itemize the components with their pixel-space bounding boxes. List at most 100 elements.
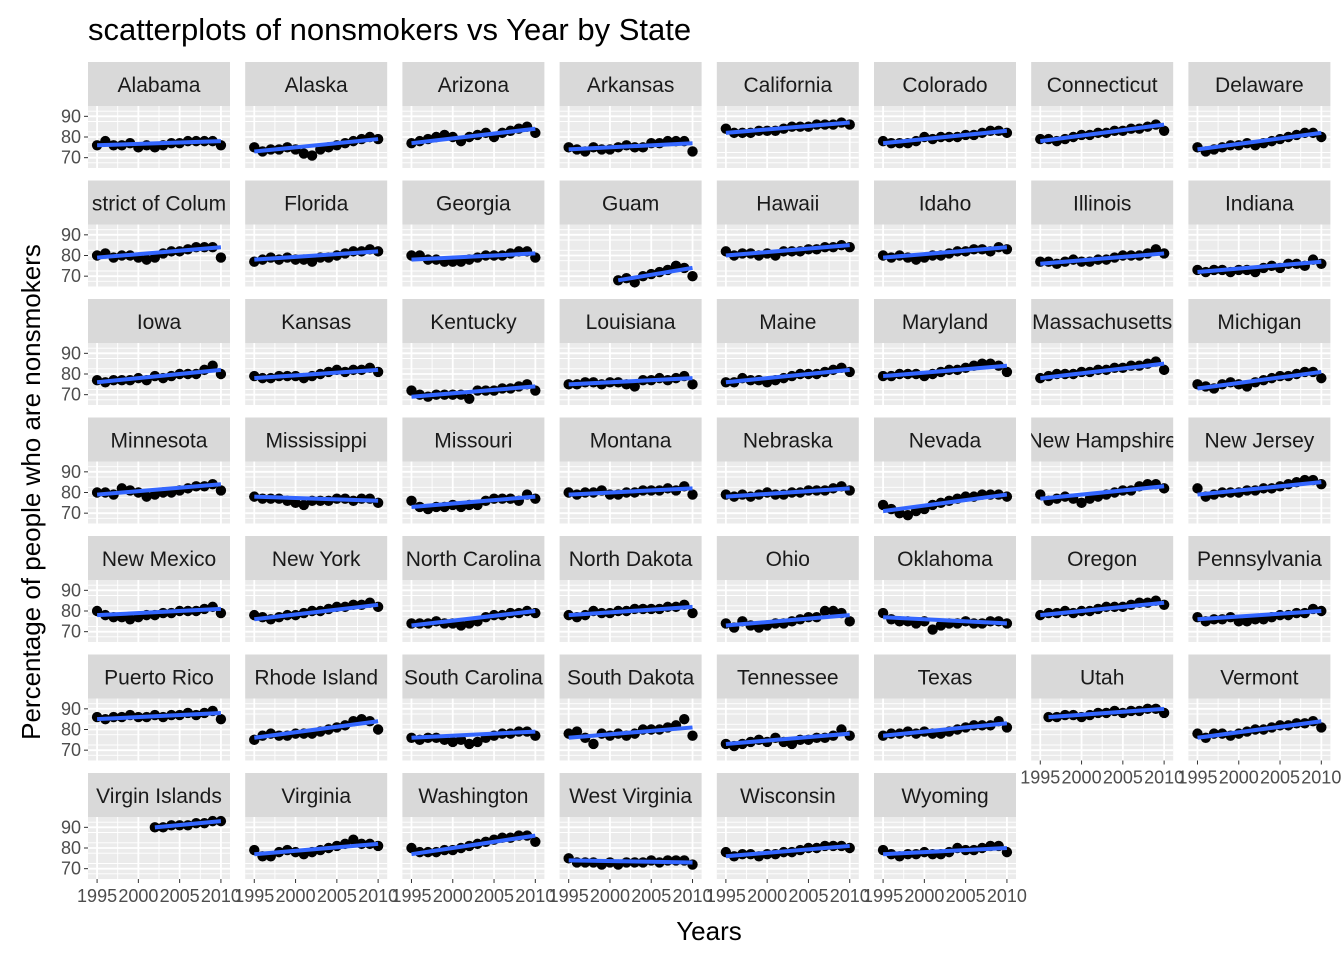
facet-label: Oregon xyxy=(1067,548,1137,571)
x-tick-label: 1995 xyxy=(234,886,274,906)
facet-panel: California xyxy=(716,62,859,168)
x-tick-label: 2005 xyxy=(160,886,200,906)
facet-strip xyxy=(716,299,859,343)
trend-line xyxy=(96,245,222,260)
facet-panel: North Dakota xyxy=(559,536,702,642)
data-point xyxy=(1158,364,1170,376)
trend-line xyxy=(568,376,693,387)
facet-label: Delaware xyxy=(1215,74,1304,97)
facet-strip xyxy=(1031,417,1174,462)
trend-line xyxy=(254,719,379,740)
x-tick-label: 2000 xyxy=(1219,768,1259,788)
trend-line xyxy=(725,843,850,859)
trend-line xyxy=(254,249,379,262)
facet-panel: Colorado xyxy=(874,62,1016,168)
data-point xyxy=(687,730,698,741)
y-tick-label: 80 xyxy=(61,601,81,621)
trend-line xyxy=(568,141,693,152)
facet-strip xyxy=(874,299,1016,343)
facet-panel: Delaware xyxy=(1188,62,1331,168)
x-tick-label: 2000 xyxy=(590,886,630,906)
data-point xyxy=(687,379,698,390)
facet-strip xyxy=(402,654,545,699)
facet-label: Maine xyxy=(759,311,816,334)
data-point xyxy=(207,360,218,371)
trend-line xyxy=(1040,361,1165,381)
facet-strip xyxy=(88,62,230,106)
facet-panel: Missouri xyxy=(402,417,545,524)
facet-strip xyxy=(245,62,388,106)
y-axis-title: Percentage of people who are nonsmokers xyxy=(16,244,46,740)
facet-panel: Alaska xyxy=(245,62,388,168)
facet-label: Indiana xyxy=(1225,193,1294,216)
facet-label: Mississippi xyxy=(265,430,367,453)
trend-line xyxy=(882,846,1008,857)
data-point xyxy=(927,624,938,635)
facet-label: South Dakota xyxy=(567,667,695,690)
facet-label: Idaho xyxy=(919,193,972,216)
data-point xyxy=(215,713,227,725)
trend-line xyxy=(254,841,379,857)
data-point xyxy=(571,726,583,737)
y-tick-label: 80 xyxy=(61,127,81,147)
x-tick-label: 2005 xyxy=(317,886,357,906)
facet-label: Montana xyxy=(590,430,672,453)
data-point xyxy=(406,842,417,854)
trend-line xyxy=(617,265,693,283)
facet-strip xyxy=(88,299,230,343)
trend-line xyxy=(411,494,536,509)
y-tick-label: 80 xyxy=(61,720,81,740)
x-tick-label: 1995 xyxy=(1177,768,1217,788)
y-tick-label: 80 xyxy=(61,483,81,503)
facet-panel: Ohio xyxy=(716,536,859,642)
data-point xyxy=(464,738,475,750)
trend-line xyxy=(411,251,536,262)
facet-label: Ohio xyxy=(766,548,810,571)
x-tick-label: 2005 xyxy=(946,886,986,906)
facet-label: Michigan xyxy=(1217,311,1301,334)
facet-label: Wyoming xyxy=(901,785,988,808)
data-point xyxy=(455,620,467,631)
facet-panel: Idaho xyxy=(874,180,1016,287)
facet-strip xyxy=(1188,299,1331,343)
y-tick-label: 80 xyxy=(61,246,81,266)
facet-panel: Florida xyxy=(245,180,388,287)
y-tick-label: 70 xyxy=(61,385,81,405)
data-point xyxy=(819,605,831,617)
facet-panel: Kansas xyxy=(245,299,388,405)
trend-line xyxy=(1040,251,1165,266)
facet-strip xyxy=(1188,536,1331,580)
facet-label: South Carolina xyxy=(404,667,543,690)
facet-panel: North Carolina xyxy=(402,536,545,642)
x-tick-label: 2010 xyxy=(358,886,398,906)
facet-label: Pennsylvania xyxy=(1197,548,1322,571)
chart-title: scatterplots of nonsmokers vs Year by St… xyxy=(88,12,691,47)
y-tick-label: 90 xyxy=(61,580,81,600)
y-tick-label: 70 xyxy=(61,503,81,523)
facet-strip xyxy=(874,62,1016,106)
facet-strip xyxy=(88,773,230,817)
facet-label: Arkansas xyxy=(587,74,675,97)
facet-panel: New York xyxy=(245,536,388,642)
facet-strip xyxy=(245,299,388,343)
facet-strip xyxy=(716,536,859,580)
data-point xyxy=(215,485,227,496)
x-tick-label: 1995 xyxy=(549,886,589,906)
facet-panel: Mississippi xyxy=(245,417,388,524)
facet-strip xyxy=(716,773,859,817)
data-point xyxy=(629,381,640,392)
facet-strip xyxy=(402,180,545,225)
trend-line xyxy=(411,833,536,857)
trend-line xyxy=(254,494,379,503)
facet-label: Washington xyxy=(418,785,528,808)
facet-label: Puerto Rico xyxy=(104,667,214,690)
facet-strip xyxy=(1188,180,1331,225)
facet-label: Iowa xyxy=(137,311,182,334)
facet-strip xyxy=(559,417,702,462)
facet-strip xyxy=(1031,180,1174,225)
trend-line xyxy=(254,602,379,622)
data-point xyxy=(447,736,458,748)
facet-label: Illinois xyxy=(1073,193,1131,216)
